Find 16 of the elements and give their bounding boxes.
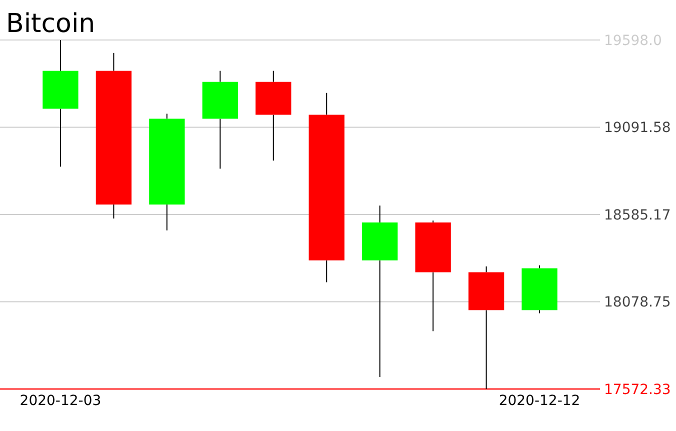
candlestick [256, 70, 292, 162]
candlestick [202, 70, 238, 170]
y-tick-label: 18585.17 [604, 207, 671, 224]
candlestick [308, 92, 344, 283]
candlestick [149, 113, 185, 231]
chart-title: Bitcoin [6, 9, 96, 39]
x-tick-label: 2020-12-03 [20, 393, 102, 409]
candlestick [42, 40, 78, 168]
x-tick-label: 2020-12-12 [498, 393, 580, 409]
y-tick-label: 19091.58 [604, 120, 671, 136]
candlestick [522, 264, 558, 314]
candlestick [362, 205, 398, 378]
y-tick-label: 18078.75 [604, 294, 671, 311]
candlestick [415, 220, 451, 332]
y-tick-label: 17572.33 [604, 382, 671, 398]
candlestick [96, 52, 132, 219]
